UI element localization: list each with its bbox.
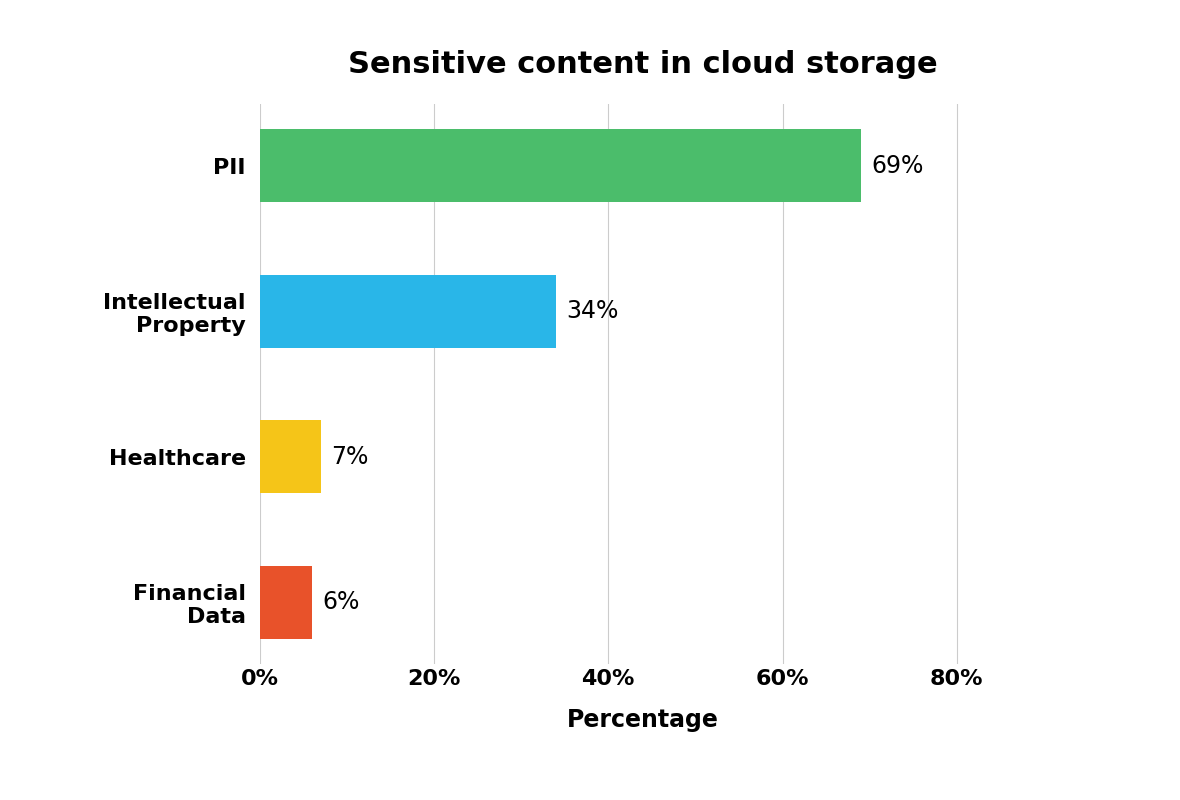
Bar: [260, 130, 861, 202]
Title: Sensitive content in cloud storage: Sensitive content in cloud storage: [348, 50, 938, 79]
Text: 7%: 7%: [332, 445, 368, 469]
Text: 69%: 69%: [872, 154, 924, 178]
Bar: [260, 566, 312, 638]
Text: 6%: 6%: [322, 590, 360, 614]
Text: 34%: 34%: [566, 299, 618, 323]
X-axis label: Percentage: Percentage: [568, 708, 719, 732]
Bar: [260, 420, 321, 493]
Bar: [260, 275, 556, 348]
